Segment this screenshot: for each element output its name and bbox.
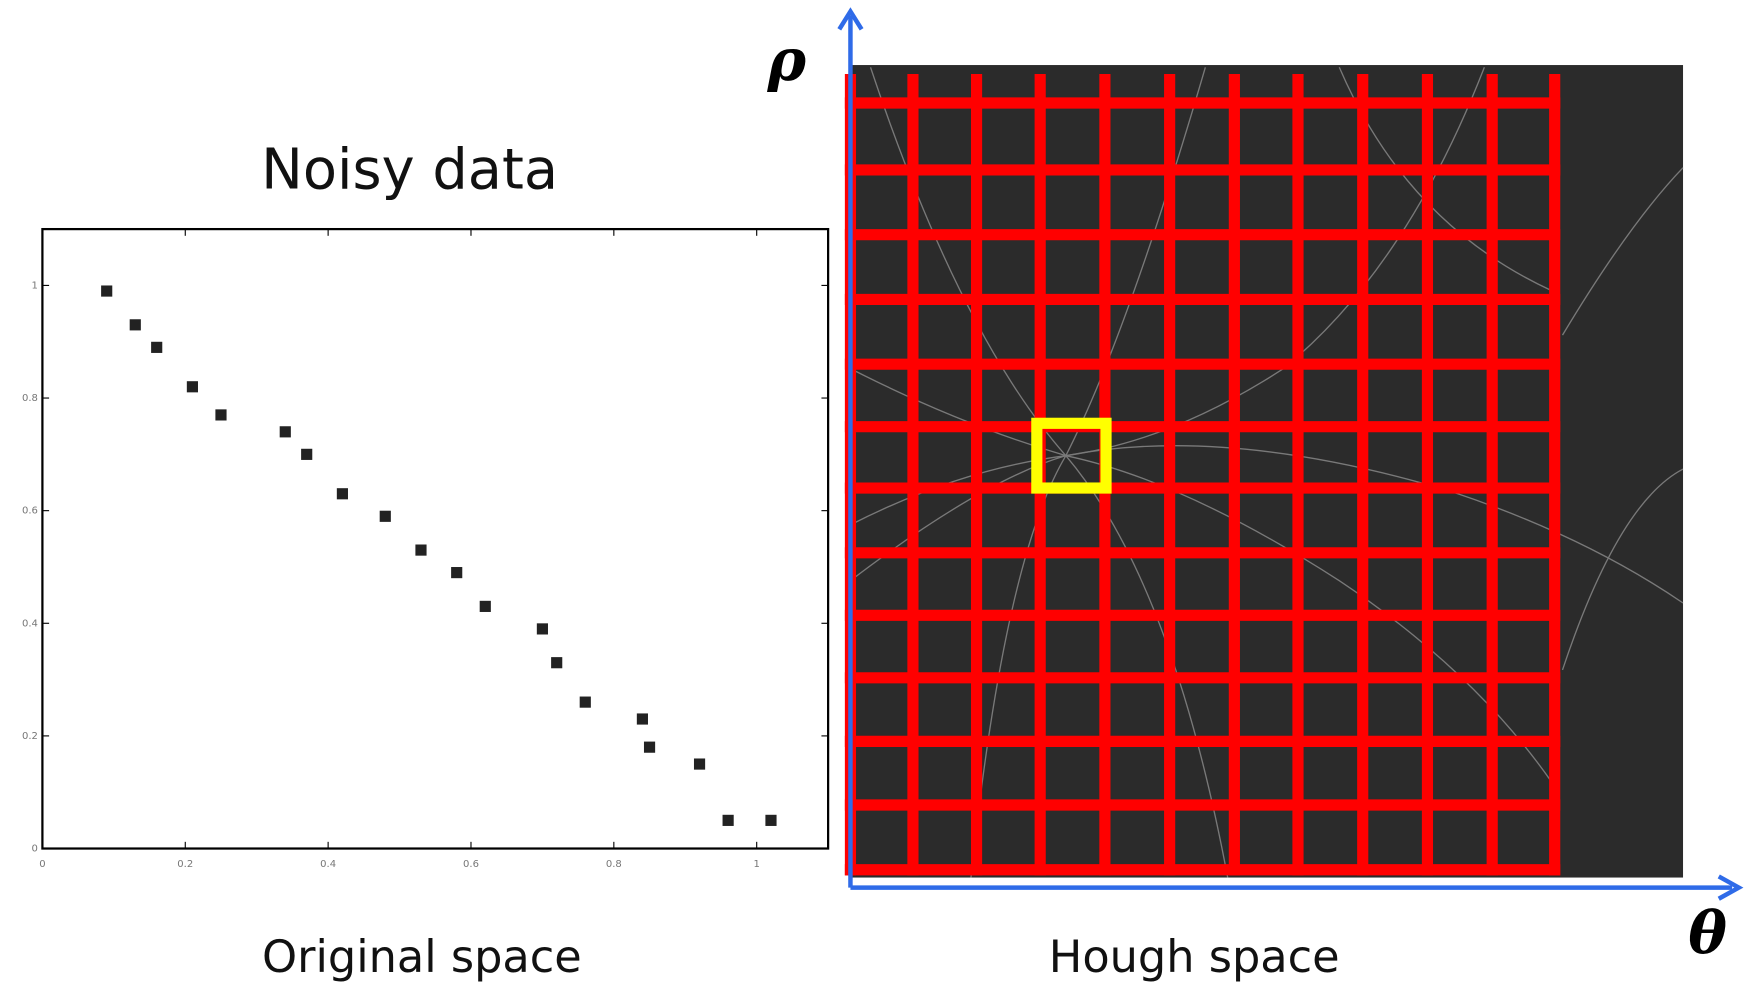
peak-bin bbox=[1031, 417, 1112, 494]
point bbox=[551, 657, 563, 669]
scatter-plot: 0 0.2 0.4 0.6 0.8 1 0 0.2 0.4 0.6 0.8 1 bbox=[22, 227, 830, 870]
x-tick-label: 0.2 bbox=[177, 859, 193, 870]
y-tick-label: 0.4 bbox=[22, 618, 38, 629]
point bbox=[451, 567, 463, 579]
y-tick-label: 0.6 bbox=[22, 506, 38, 517]
point bbox=[379, 510, 391, 522]
y-tick-label: 1 bbox=[32, 280, 38, 291]
point bbox=[722, 814, 734, 826]
point bbox=[301, 448, 313, 460]
point bbox=[415, 544, 427, 556]
point bbox=[579, 696, 591, 708]
axis-label: θ bbox=[1688, 899, 1727, 967]
point bbox=[536, 623, 548, 635]
y-tick-label: 0.2 bbox=[22, 731, 38, 742]
caption: Hough space bbox=[1049, 931, 1340, 983]
point bbox=[129, 319, 141, 331]
axis-label: ρ bbox=[767, 26, 807, 94]
point bbox=[101, 285, 113, 297]
x-tick-label: 0.8 bbox=[606, 859, 622, 870]
hough-space: ρ θ bbox=[767, 7, 1744, 967]
point bbox=[151, 341, 163, 353]
point bbox=[479, 600, 491, 612]
x-tick-label: 0.6 bbox=[463, 859, 479, 870]
x-tick-label: 1 bbox=[754, 859, 760, 870]
point bbox=[693, 758, 706, 770]
point bbox=[765, 814, 777, 826]
point bbox=[215, 409, 227, 421]
x-tick-label: 0.4 bbox=[320, 859, 336, 870]
y-tick-label: 0.8 bbox=[22, 393, 38, 404]
plot-frame bbox=[41, 227, 830, 850]
caption: Original space bbox=[262, 931, 582, 983]
x-tick-label: 0 bbox=[39, 859, 45, 870]
point bbox=[636, 713, 648, 725]
point bbox=[643, 741, 656, 753]
y-tick-label: 0 bbox=[32, 844, 38, 855]
point bbox=[186, 381, 198, 393]
point bbox=[336, 488, 348, 500]
point bbox=[279, 426, 291, 438]
axes bbox=[837, 7, 1744, 901]
chart-title: Noisy data bbox=[261, 137, 558, 202]
